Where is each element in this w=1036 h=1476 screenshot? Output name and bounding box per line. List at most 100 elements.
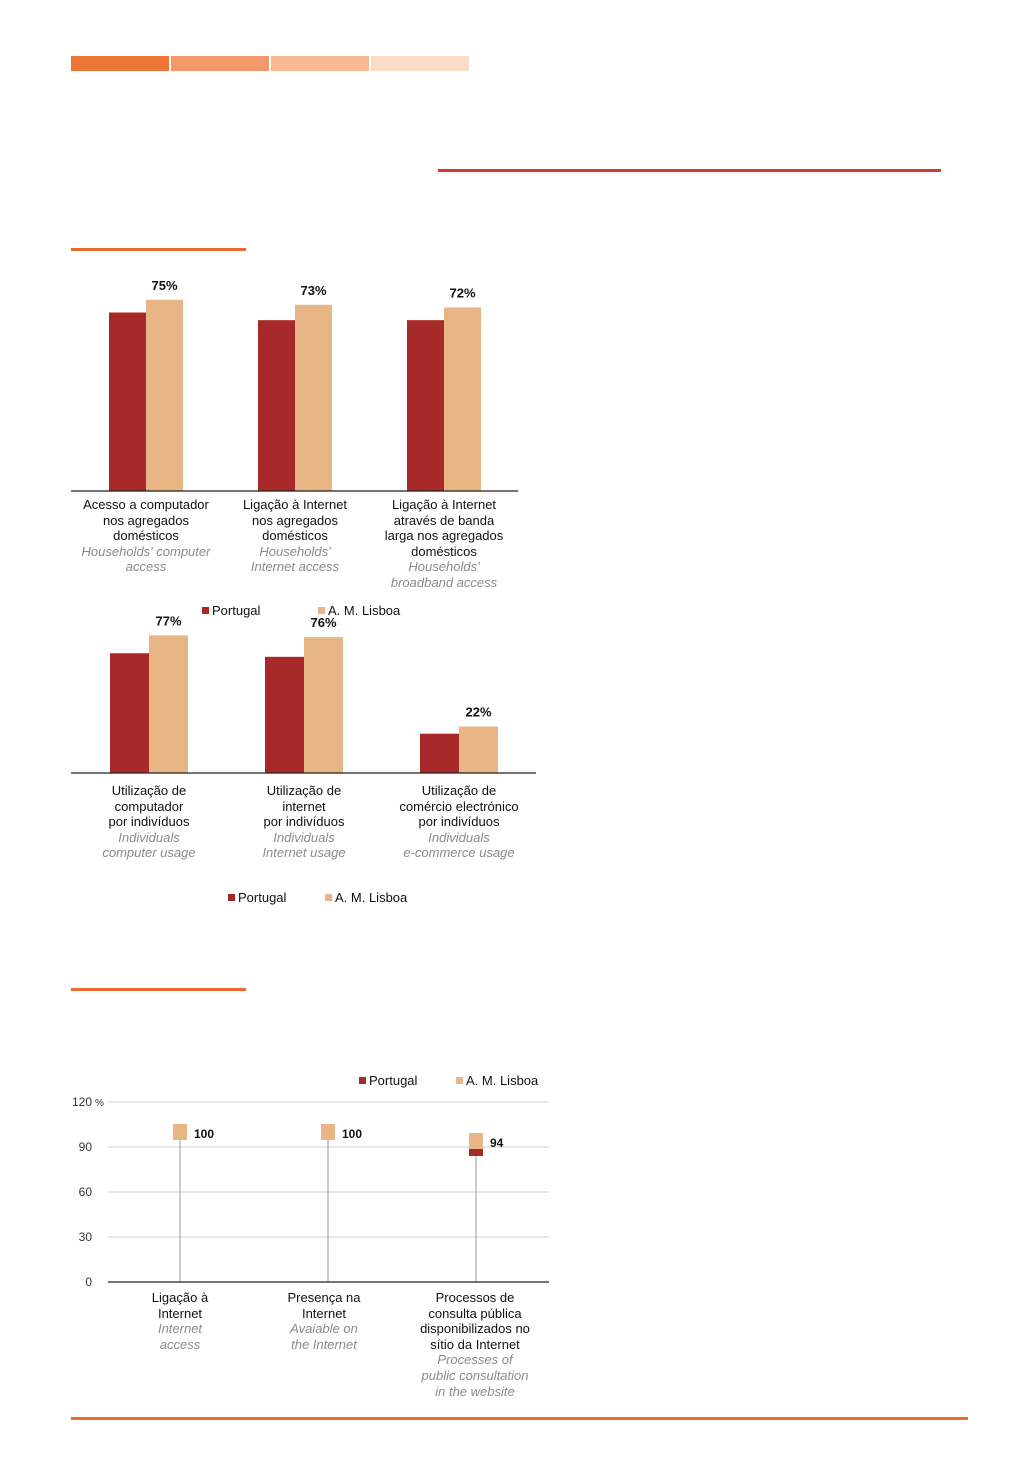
chart-individuals-category-label: Utilização de comércio electrónico por ind… xyxy=(384,783,534,861)
label-line-pt: Ligação à Internet xyxy=(242,497,348,512)
label-line-pt: através de banda xyxy=(393,512,495,528)
label-line-pt: Acesso a computador xyxy=(83,497,209,512)
chart-households-data-label: 72% xyxy=(449,285,475,300)
chart-individuals-plot: 77% 76% 22% xyxy=(71,613,536,774)
label-line-en: in the website xyxy=(435,1383,515,1399)
chart-individuals-data-label: 76% xyxy=(310,615,336,630)
title-rule xyxy=(438,169,941,172)
chart-households-bar-lisboa xyxy=(146,299,183,491)
chart-individuals-legend-portugal: Portugal xyxy=(228,890,286,905)
chart-households-category-label: Acesso a computador nos agregados doméstic… xyxy=(71,497,221,575)
chart-municipality-y-tick: 90 xyxy=(79,1140,93,1154)
label-line-pt: computador xyxy=(114,798,184,814)
chart-households-bar-lisboa xyxy=(444,307,481,491)
chart-municipality-category-label: Presença na Internet Avaiable on the Intern… xyxy=(249,1290,399,1352)
label-line-pt: por indivíduos xyxy=(263,814,345,830)
label-line-en: broadband access xyxy=(390,574,498,590)
chart-households-plot: 75% 73% 72% xyxy=(71,278,518,492)
label-line-pt: Utilização de xyxy=(111,783,187,798)
label-line-pt: nos agregados xyxy=(102,512,189,528)
label-line-en: Households' computer xyxy=(81,543,211,559)
label-line-en: Households' xyxy=(408,559,480,575)
label-line-pt: nos agregados xyxy=(251,512,338,528)
chart-municipality-legend-portugal: Portugal xyxy=(359,1073,417,1088)
chart-individuals-category-label: Utilização de internet por indivíduos Indiv… xyxy=(229,783,379,861)
label-line-en: Internet xyxy=(157,1321,203,1337)
label-line-pt: Processos de xyxy=(435,1290,515,1305)
label-line-en: Individuals xyxy=(273,829,335,845)
portugal-swatch xyxy=(202,607,209,614)
chart-municipality-y-unit: % xyxy=(95,1098,104,1109)
header-segment-2 xyxy=(171,56,269,71)
label-line-pt: Utilização de xyxy=(421,783,497,798)
label-line-en: Processes of xyxy=(437,1352,513,1368)
label-line-en: Households' xyxy=(259,543,331,559)
label-line-pt: disponibilizados no xyxy=(420,1321,530,1337)
label-line-en: Avaiable on xyxy=(290,1321,358,1337)
chart-municipality-data-label: 94 xyxy=(490,1136,504,1150)
chart-individuals-bar-portugal xyxy=(110,653,149,773)
chart-municipality-y-tick: 60 xyxy=(79,1185,93,1199)
section-rule-2 xyxy=(71,988,246,991)
label-line-en: Internet access xyxy=(250,559,340,575)
chart-households-legend-portugal: Portugal xyxy=(202,603,260,618)
chart-municipality-marker-lisboa xyxy=(321,1124,335,1140)
label-line-en: public consultation xyxy=(421,1367,529,1383)
label-line-pt: Internet xyxy=(157,1305,203,1321)
label-line-pt: por indivíduos xyxy=(418,814,500,830)
chart-municipality-category-label: Ligação à Internet Internet access xyxy=(105,1290,255,1352)
portugal-swatch xyxy=(359,1077,366,1084)
label-line-pt: Ligação à xyxy=(151,1290,209,1305)
chart-individuals-data-label: 22% xyxy=(465,705,491,720)
chart-individuals-category-label: Utilização de computador por indivíduos Ind… xyxy=(74,783,224,861)
label-line-en: the Internet xyxy=(291,1336,357,1352)
chart-municipality-marker-lisboa xyxy=(173,1124,187,1140)
footer-rule xyxy=(71,1417,968,1420)
lisboa-swatch xyxy=(325,894,332,901)
header-segment-4 xyxy=(371,56,469,71)
chart-individuals-legend-lisboa: A. M. Lisboa xyxy=(325,890,407,905)
chart-households-legend-lisboa: A. M. Lisboa xyxy=(318,603,400,618)
label-line-pt: domésticos xyxy=(262,528,328,544)
header-segment-1 xyxy=(71,56,169,71)
label-line-pt: Ligação à Internet xyxy=(391,497,497,512)
chart-individuals-bar-lisboa xyxy=(304,637,343,773)
header-segment-3 xyxy=(271,56,369,71)
chart-municipality-plot: 0 30 60 90 120 % 100 100 94 xyxy=(72,1095,549,1289)
chart-municipality-y-tick: 30 xyxy=(79,1230,93,1244)
chart-individuals-bar-lisboa xyxy=(149,635,188,773)
chart-households-bar-portugal xyxy=(109,312,146,491)
chart-municipality-y-tick: 0 xyxy=(85,1275,92,1289)
chart-individuals-bar-lisboa xyxy=(459,726,498,773)
chart-households-data-label: 73% xyxy=(300,283,326,298)
chart-municipality-legend-lisboa: A. M. Lisboa xyxy=(456,1073,538,1088)
chart-municipality-data-label: 100 xyxy=(342,1127,362,1141)
chart-households-bar-portugal xyxy=(407,320,444,491)
chart-individuals-bar-portugal xyxy=(420,733,459,773)
label-line-pt: Presença na xyxy=(287,1290,361,1305)
chart-households-category-label: Ligação à Internet através de banda larga … xyxy=(369,497,519,591)
label-line-en: Internet usage xyxy=(262,845,346,861)
chart-households-bar-lisboa xyxy=(295,304,332,491)
label-line-pt: por indivíduos xyxy=(108,814,190,830)
label-line-pt: larga nos agregados xyxy=(384,528,504,544)
label-line-en: Individuals xyxy=(428,829,490,845)
chart-municipality-y-tick: 120 xyxy=(72,1095,92,1109)
chart-households-bar-portugal xyxy=(258,320,295,491)
label-line-pt: domésticos xyxy=(113,528,179,544)
label-line-pt: consulta pública xyxy=(428,1305,522,1321)
chart-households-data-label: 75% xyxy=(151,278,177,293)
lisboa-swatch xyxy=(456,1077,463,1084)
label-line-en: computer usage xyxy=(102,845,196,861)
label-line-pt: domésticos xyxy=(411,543,477,559)
label-line-pt: internet xyxy=(282,798,326,814)
chart-municipality-data-label: 100 xyxy=(194,1127,214,1141)
label-line-pt: Utilização de xyxy=(266,783,342,798)
label-line-pt: sítio da Internet xyxy=(430,1336,520,1352)
chart-households-category-label: Ligação à Internet nos agregados doméstico… xyxy=(220,497,370,575)
section-rule-1 xyxy=(71,248,246,251)
chart-individuals-data-label: 77% xyxy=(155,613,181,628)
chart-municipality-category-label: Processos de consulta pública disponibiliz… xyxy=(400,1290,550,1399)
label-line-en: access xyxy=(125,559,167,575)
lisboa-swatch xyxy=(318,607,325,614)
